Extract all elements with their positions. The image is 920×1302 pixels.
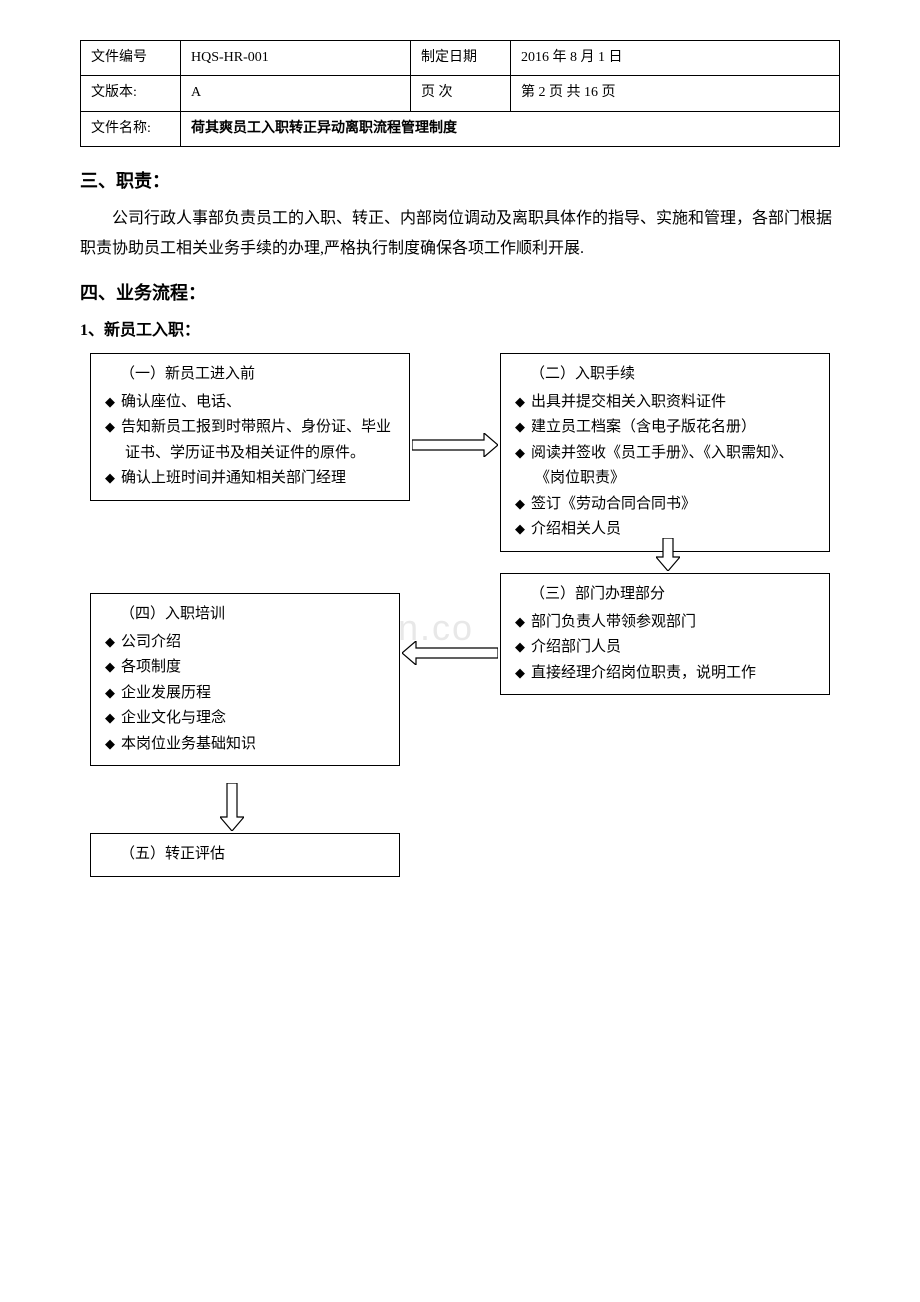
flow-box-2-list: 出具并提交相关入职资料证件建立员工档案（含电子版花名册）阅读并签收《员工手册》、… bbox=[515, 390, 815, 543]
arrow-4-to-5 bbox=[220, 783, 244, 831]
flow-box-2-title: （二）入职手续 bbox=[515, 362, 815, 388]
section-4-sub-1: 1、新员工入职： bbox=[80, 318, 840, 344]
box4-item: 企业发展历程 bbox=[105, 681, 385, 707]
arrow-2-to-3 bbox=[656, 538, 680, 571]
date-value: 2016 年 8 月 1 日 bbox=[511, 41, 840, 76]
box2-item: 签订《劳动合同合同书》 bbox=[515, 492, 815, 518]
box2-item: 建立员工档案（含电子版花名册） bbox=[515, 415, 815, 441]
box1-item: 确认上班时间并通知相关部门经理 bbox=[105, 466, 395, 492]
flow-box-4-title: （四）入职培训 bbox=[105, 602, 385, 628]
box4-item: 公司介绍 bbox=[105, 630, 385, 656]
flow-box-4: （四）入职培训 公司介绍各项制度企业发展历程企业文化与理念本岗位业务基础知识 bbox=[90, 593, 400, 766]
document-meta-table: 文件编号 HQS-HR-001 制定日期 2016 年 8 月 1 日 文版本:… bbox=[80, 40, 840, 147]
onboarding-flowchart: WWW.zixin.co （一）新员工进入前 确认座位、电话、告知新员工报到时带… bbox=[80, 353, 840, 913]
box1-item: 告知新员工报到时带照片、身份证、毕业证书、学历证书及相关证件的原件。 bbox=[105, 415, 395, 466]
arrow-1-to-2 bbox=[412, 433, 498, 457]
box2-item: 阅读并签收《员工手册》、《入职需知》、《岗位职责》 bbox=[515, 441, 815, 492]
flow-box-3: （三）部门办理部分 部门负责人带领参观部门介绍部门人员直接经理介绍岗位职责，说明… bbox=[500, 573, 830, 695]
box3-item: 介绍部门人员 bbox=[515, 635, 815, 661]
flow-box-1-title: （一）新员工进入前 bbox=[105, 362, 395, 388]
name-value: 荷其爽员工入职转正异动离职流程管理制度 bbox=[181, 111, 840, 146]
box4-item: 企业文化与理念 bbox=[105, 706, 385, 732]
flow-box-5: （五）转正评估 bbox=[90, 833, 400, 877]
flow-box-1: （一）新员工进入前 确认座位、电话、告知新员工报到时带照片、身份证、毕业证书、学… bbox=[90, 353, 410, 501]
flow-box-5-title: （五）转正评估 bbox=[105, 842, 385, 868]
page-label: 页 次 bbox=[411, 76, 511, 111]
section-3-body: 公司行政人事部负责员工的入职、转正、内部岗位调动及离职具体作的指导、实施和管理，… bbox=[80, 204, 840, 265]
box3-item: 部门负责人带领参观部门 bbox=[515, 610, 815, 636]
version-label: 文版本: bbox=[81, 76, 181, 111]
section-4-heading: 四、业务流程： bbox=[80, 279, 840, 308]
date-label: 制定日期 bbox=[411, 41, 511, 76]
flow-box-4-list: 公司介绍各项制度企业发展历程企业文化与理念本岗位业务基础知识 bbox=[105, 630, 385, 758]
page-value: 第 2 页 共 16 页 bbox=[511, 76, 840, 111]
box2-item: 出具并提交相关入职资料证件 bbox=[515, 390, 815, 416]
flow-box-2: （二）入职手续 出具并提交相关入职资料证件建立员工档案（含电子版花名册）阅读并签… bbox=[500, 353, 830, 552]
flow-box-3-list: 部门负责人带领参观部门介绍部门人员直接经理介绍岗位职责，说明工作 bbox=[515, 610, 815, 687]
section-3-heading: 三、职责： bbox=[80, 167, 840, 196]
box1-item: 确认座位、电话、 bbox=[105, 390, 395, 416]
box4-item: 本岗位业务基础知识 bbox=[105, 732, 385, 758]
doc-no-label: 文件编号 bbox=[81, 41, 181, 76]
box4-item: 各项制度 bbox=[105, 655, 385, 681]
arrow-3-to-4 bbox=[402, 641, 498, 665]
flow-box-3-title: （三）部门办理部分 bbox=[515, 582, 815, 608]
box3-item: 直接经理介绍岗位职责，说明工作 bbox=[515, 661, 815, 687]
name-label: 文件名称: bbox=[81, 111, 181, 146]
flow-box-1-list: 确认座位、电话、告知新员工报到时带照片、身份证、毕业证书、学历证书及相关证件的原… bbox=[105, 390, 395, 492]
doc-no-value: HQS-HR-001 bbox=[181, 41, 411, 76]
version-value: A bbox=[181, 76, 411, 111]
